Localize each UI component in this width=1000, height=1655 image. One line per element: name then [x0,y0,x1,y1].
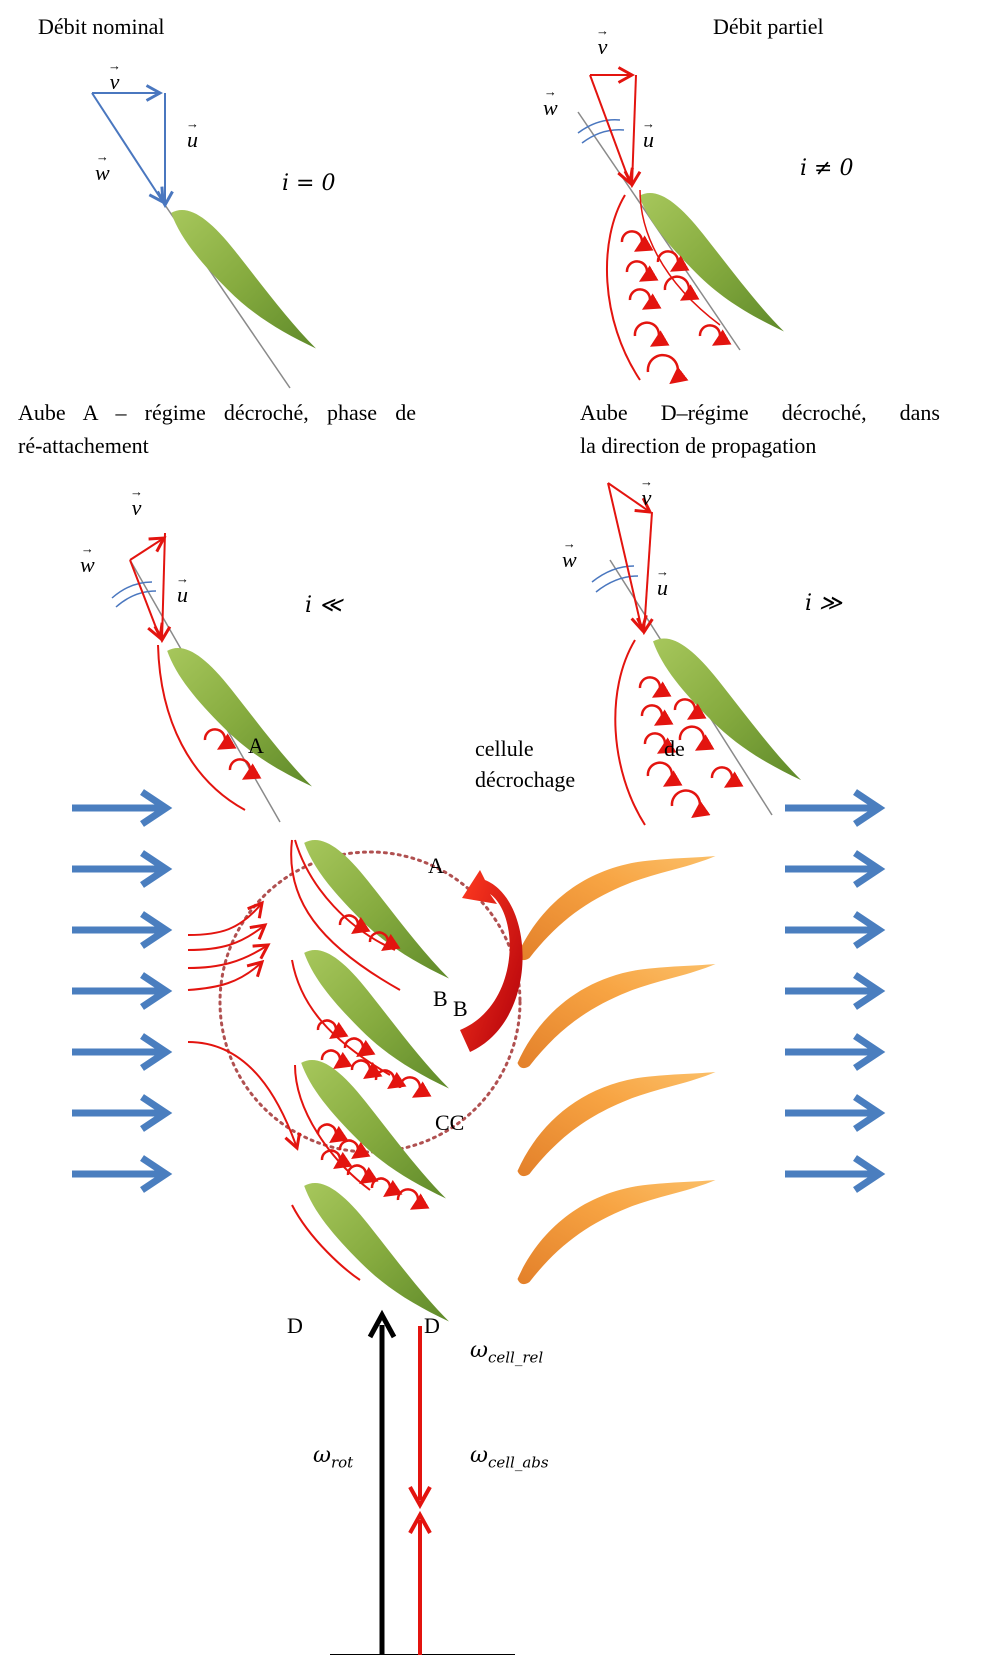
panel-blade-d-subtitle: la direction de propagation [580,433,817,458]
vector-w [607,482,642,630]
deflected-inflow [187,903,297,1148]
label-v: → v [640,474,653,510]
label-u: → u [642,116,655,152]
blade-a [167,647,312,787]
omega-rot-arrow-head [367,1309,397,1339]
label-a-top: A [248,733,264,758]
inflow-arrow [72,792,166,824]
label-u: → u [656,564,669,600]
label-w: → w [95,149,110,185]
label-u: → u [176,571,189,607]
vector-w [91,92,163,202]
panel-partial [577,74,784,385]
vector-u [644,511,652,632]
vector-u [162,532,165,640]
vector-w [589,74,630,183]
label-u: → u [186,116,199,152]
incidence-label: i ≫ [805,591,843,616]
rotor-blade [517,1180,716,1285]
omega-cell-rel-label: ωcell_rel [470,1338,544,1367]
blade-nominal [171,209,316,349]
omega-rot-label: ωrot [313,1443,354,1472]
inflow-arrow [72,914,166,946]
rotor-blade [517,1072,716,1177]
omega-cell-rel-arrow-head [408,1486,432,1510]
panel-nominal-title: Débit nominal [38,14,165,39]
outflow-arrow [785,853,879,885]
cascade [72,792,879,1655]
label-d-right: D [424,1313,440,1338]
label-v: → v [130,484,143,520]
vector-u [632,74,636,185]
inflow-arrow [72,853,166,885]
rotor-blade [517,964,716,1069]
outflow-arrow [785,1158,879,1190]
stall-cell-label-2: de [664,736,685,761]
inflow-arrow [72,1097,166,1129]
panel-blade-d-title: Aube D–régime décroché, dans [580,400,940,425]
separation-line [606,194,641,381]
outflow-arrow [785,1097,879,1129]
vector-v [129,538,164,561]
stall-cell-label-1: cellule [475,736,534,761]
stall-cell-label-3: décrochage [475,767,576,792]
separation-line [157,644,246,811]
vector-w [129,559,160,638]
blade-D [304,1182,449,1322]
label-w: → w [562,536,577,572]
panel-blade-d [591,482,802,826]
label-b2: B [453,996,468,1021]
outflow-arrow [785,792,879,824]
label-v: → v [108,58,121,94]
inflow-arrow [72,1036,166,1068]
outflow-arrow [785,975,879,1007]
stall-rotation-arrow [460,870,523,1052]
label-c: CC [435,1110,465,1135]
incidence-label: i = 0 [282,171,336,196]
outflow-arrow [785,1036,879,1068]
label-b1: B [433,986,448,1011]
stall-cell-circle [218,850,522,1154]
cascade-vortices [316,914,432,1210]
label-v: → v [596,23,609,59]
outflow-arrow [785,914,879,946]
panel-blade-a-title: Aube A – régime décroché, phase de [18,400,416,425]
panel-partial-title: Débit partiel [713,14,824,39]
omega-cell-abs-arrow-head [408,1510,432,1534]
panel-blade-a-subtitle: ré-attachement [18,433,149,458]
label-w: → w [80,541,95,577]
panel-blade-a [111,532,312,823]
panel-nominal [91,92,316,389]
label-d-left: D [287,1313,303,1338]
rotor-blade [517,856,716,961]
vortices [620,230,732,385]
blade-C [301,1059,446,1199]
separation-line [614,639,646,826]
label-w: → w [543,84,558,120]
vector-v [607,482,650,512]
inflow-arrow [72,1158,166,1190]
inflow-arrow [72,975,166,1007]
vortices [203,728,262,780]
label-a-inner: A [428,853,444,878]
omega-cell-abs-label: ωcell_abs [470,1443,549,1472]
incidence-label: i ≠ 0 [800,156,854,181]
vortices [638,676,744,819]
incidence-label: i ≪ [305,593,343,618]
